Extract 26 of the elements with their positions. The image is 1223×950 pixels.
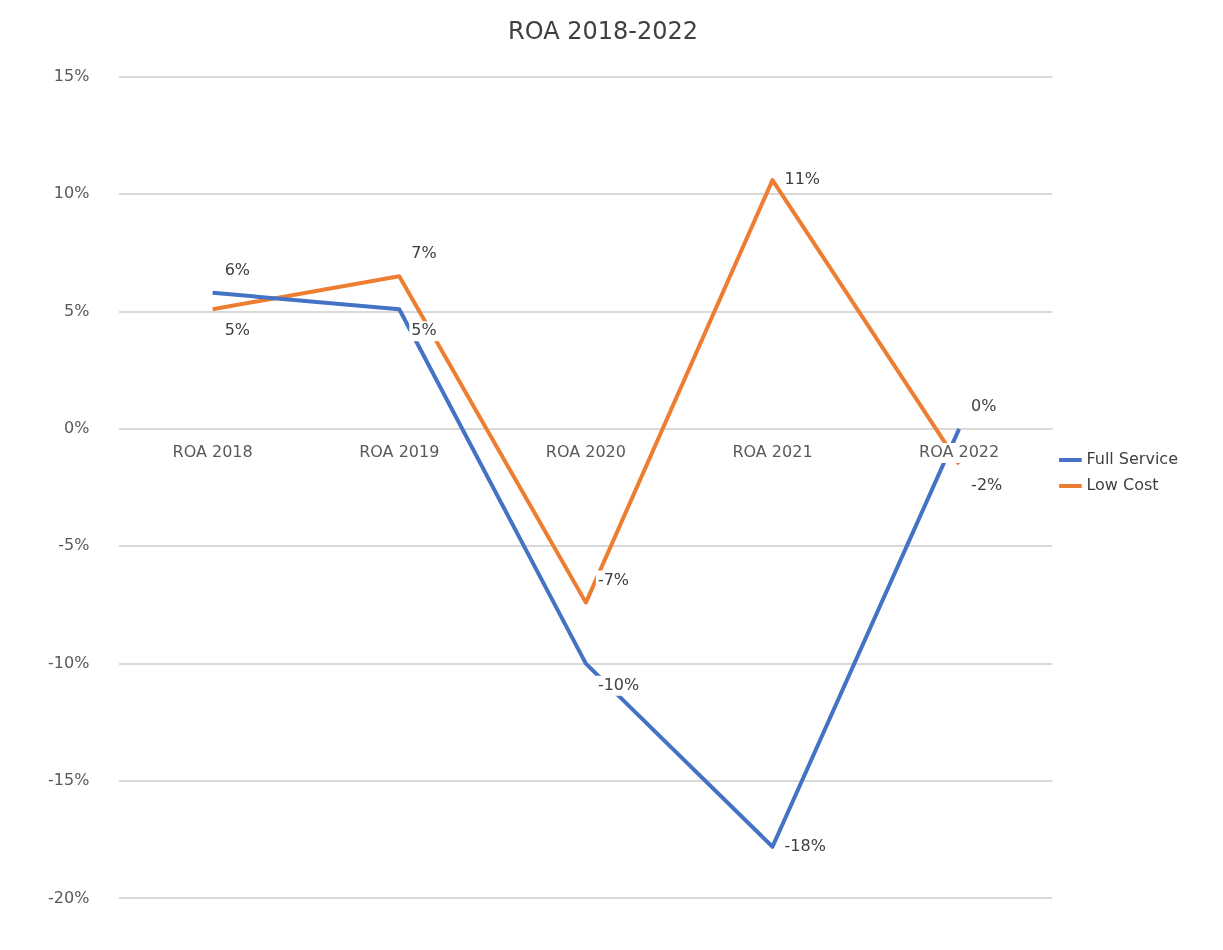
data-label: -18% — [784, 835, 826, 855]
y-tick-label: 5% — [63, 300, 90, 320]
chart-title: ROA 2018-2022 — [507, 16, 699, 45]
y-tick-label: 15% — [53, 65, 90, 85]
data-label: 0% — [971, 396, 997, 416]
data-label: -2% — [971, 475, 1003, 495]
data-label: -10% — [597, 674, 640, 694]
x-tick-label: ROA 2020 — [545, 442, 626, 462]
x-tick-label: ROA 2021 — [732, 442, 813, 462]
y-tick-label: 10% — [53, 183, 90, 203]
y-tick-label: -5% — [58, 535, 90, 555]
y-tick-label: -10% — [47, 652, 90, 672]
data-label: 11% — [784, 169, 821, 189]
x-tick-label: ROA 2018 — [172, 442, 253, 462]
x-tick-label: ROA 2019 — [359, 442, 440, 462]
x-tick-label: ROA 2022 — [919, 442, 1000, 462]
data-label: 7% — [411, 243, 437, 263]
data-label: -7% — [597, 569, 630, 589]
data-label: 5% — [411, 320, 437, 340]
y-tick-label: -15% — [47, 770, 90, 790]
data-label: 5% — [224, 320, 251, 340]
y-tick-label: -20% — [47, 887, 90, 907]
legend-label: Full Service — [1086, 449, 1178, 469]
y-tick-label: 0% — [63, 418, 90, 438]
legend-label: Low Cost — [1086, 475, 1159, 495]
data-label: 6% — [224, 259, 251, 279]
